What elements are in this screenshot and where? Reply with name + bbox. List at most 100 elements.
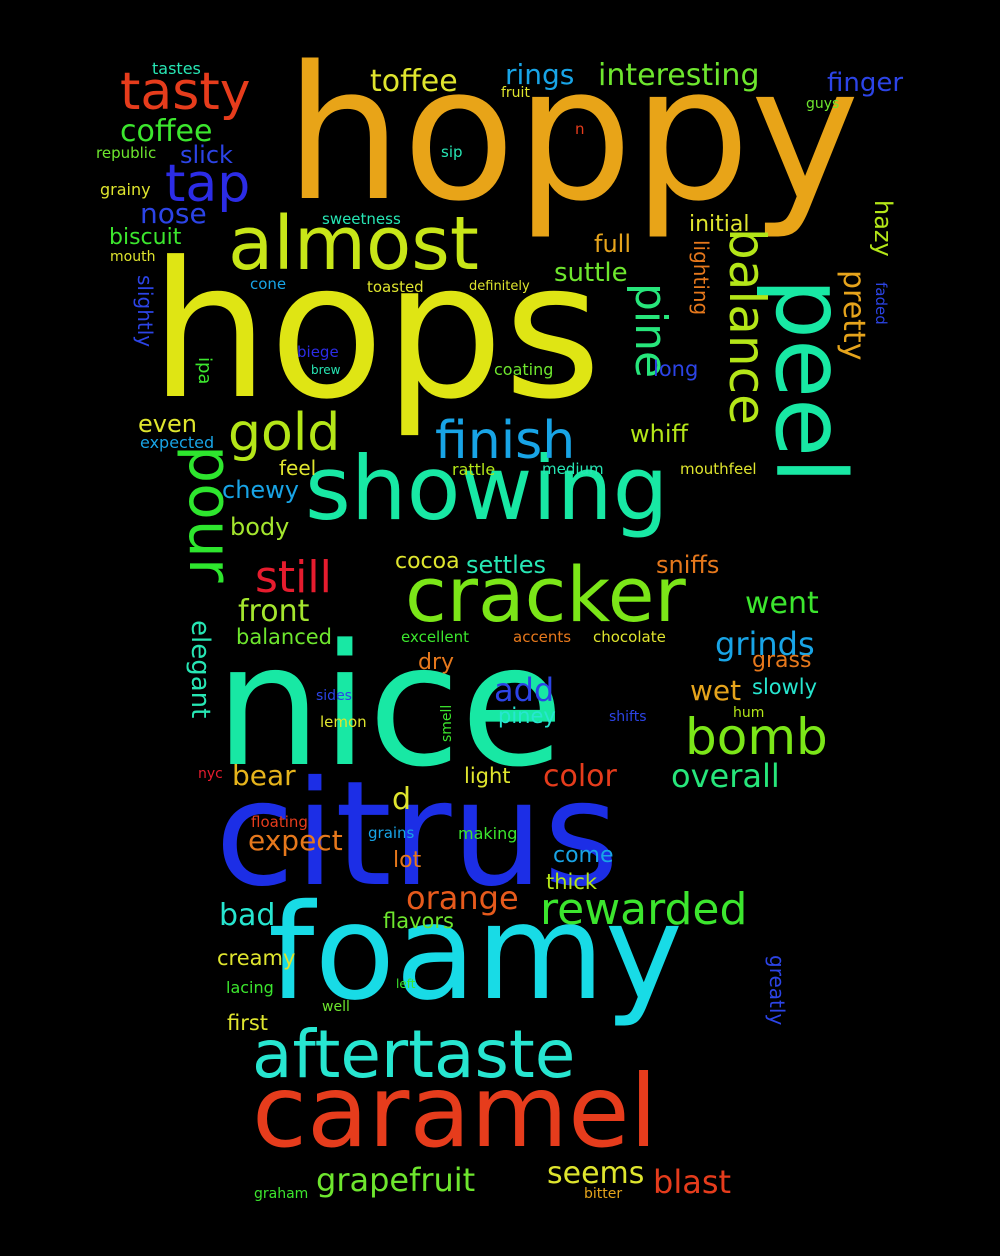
word-coating: coating (494, 360, 554, 379)
word-chewy: chewy (222, 476, 300, 504)
word-dry: dry (418, 650, 455, 675)
word-ipa: ipa (194, 357, 215, 385)
word-grapefruit: grapefruit (316, 1161, 476, 1199)
word-light: light (464, 764, 511, 788)
word-rewarded: rewarded (540, 884, 748, 935)
word-feel: feel (279, 456, 317, 480)
word-lot: lot (393, 848, 422, 873)
word-hazy: hazy (869, 200, 897, 257)
word-biscuit: biscuit (109, 225, 182, 250)
word-suttle: suttle (554, 258, 628, 288)
word-creamy: creamy (217, 946, 296, 970)
word-expect: expect (248, 824, 343, 857)
word-expected: expected (140, 433, 215, 452)
word-orange: orange (406, 879, 519, 917)
word-blast: blast (653, 1163, 732, 1201)
word-whiff: whiff (630, 420, 689, 448)
word-hops: hops (150, 222, 602, 441)
word-tastes: tastes (152, 59, 201, 78)
word-brew: brew (311, 363, 341, 377)
word-tasty: tasty (120, 62, 251, 122)
word-greatly: greatly (765, 955, 789, 1026)
word-body: body (230, 513, 290, 541)
word-finger: finger (827, 68, 904, 98)
word-biege: biege (297, 343, 339, 361)
word-left: left (396, 977, 416, 991)
word-long: long (653, 357, 699, 381)
word-excellent: excellent (401, 628, 470, 646)
word-guys: guys (806, 96, 840, 112)
word-first: first (227, 1011, 269, 1035)
word-bomb: bomb (685, 708, 828, 766)
word-add: add (494, 671, 555, 709)
word-finish: finish (435, 411, 576, 471)
word-n: n (575, 120, 585, 138)
word-sweetness: sweetness (322, 210, 401, 228)
word-hoppy: hoppy (285, 26, 860, 242)
word-initial: initial (689, 212, 750, 237)
word-sip: sip (441, 143, 463, 161)
word-lighting: lighting (689, 240, 713, 316)
word-rattle: rattle (452, 460, 496, 479)
word-bitter: bitter (584, 1186, 623, 1202)
word-fruit: fruit (501, 85, 530, 101)
word-gold: gold (228, 403, 341, 463)
word-citrus: citrus (215, 750, 619, 919)
word-nyc: nyc (198, 766, 223, 782)
word-showing: showing (305, 437, 669, 540)
word-bad: bad (219, 898, 276, 933)
word-mouthfeel: mouthfeel (680, 460, 757, 478)
word-cracker: cracker (405, 550, 686, 639)
word-interesting: interesting (598, 58, 760, 93)
word-faded: faded (872, 282, 890, 325)
word-rings: rings (505, 58, 575, 91)
word-nose: nose (140, 197, 207, 230)
word-grinds: grinds (715, 625, 815, 663)
word-almost: almost (228, 201, 479, 287)
word-accents: accents (513, 628, 572, 646)
word-toasted: toasted (367, 278, 424, 296)
word-medium: medium (542, 460, 604, 478)
word-republic: republic (96, 144, 157, 162)
word-seems: seems (547, 1156, 645, 1191)
word-aftertaste: aftertaste (252, 1016, 576, 1093)
word-cocoa: cocoa (395, 549, 460, 574)
word-slightly: slightly (133, 275, 157, 348)
word-grains: grains (368, 824, 415, 842)
word-mouth: mouth (110, 249, 156, 265)
word-foamy: foamy (268, 876, 683, 1030)
word-definitely: definitely (469, 279, 530, 294)
word-chocolate: chocolate (593, 628, 666, 646)
word-slowly: slowly (752, 675, 818, 699)
word-d: d (392, 782, 412, 817)
word-lacing: lacing (226, 978, 274, 997)
word-color: color (543, 759, 617, 794)
word-making: making (458, 824, 518, 843)
word-shifts: shifts (609, 709, 647, 725)
word-slick: slick (180, 141, 233, 169)
word-come: come (553, 843, 614, 868)
word-wet: wet (690, 674, 742, 707)
word-lemon: lemon (320, 713, 367, 731)
word-balanced: balanced (236, 625, 333, 649)
word-full: full (594, 230, 631, 258)
word-flavors: flavors (383, 909, 454, 933)
word-even: even (138, 410, 197, 438)
word-smell: smell (439, 704, 455, 742)
word-hum: hum (733, 705, 765, 721)
word-well: well (322, 999, 350, 1015)
word-sides: sides (316, 688, 352, 704)
word-nice: nice (215, 608, 564, 804)
word-elegant: elegant (185, 620, 215, 719)
word-cone: cone (250, 275, 287, 293)
word-went: went (745, 586, 819, 621)
word-tap: tap (165, 154, 251, 214)
word-toffee: toffee (370, 64, 458, 99)
word-graham: graham (254, 1186, 309, 1202)
word-balance: balance (718, 228, 776, 425)
word-caramel: caramel (252, 1053, 658, 1170)
word-coffee: coffee (120, 114, 213, 149)
word-still: still (255, 552, 332, 603)
word-sniffs: sniffs (656, 551, 720, 579)
